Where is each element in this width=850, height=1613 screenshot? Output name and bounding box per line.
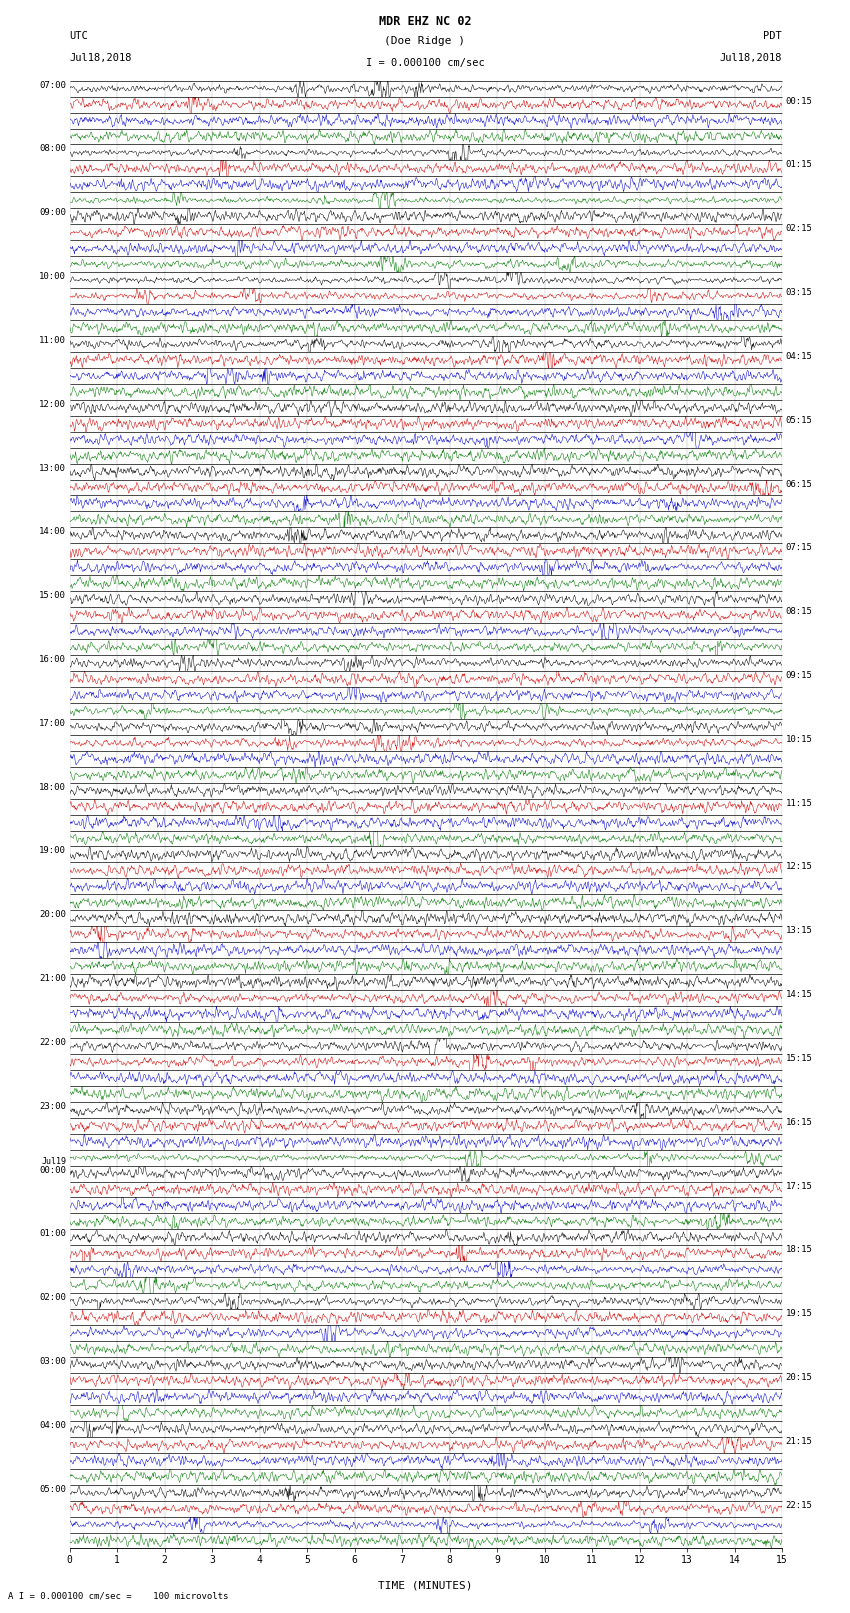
Text: 13:15: 13:15 xyxy=(785,926,813,936)
Text: 09:15: 09:15 xyxy=(785,671,813,681)
Text: 04:15: 04:15 xyxy=(785,352,813,361)
Text: 19:15: 19:15 xyxy=(785,1310,813,1318)
Text: 01:00: 01:00 xyxy=(39,1229,66,1239)
Text: 10:00: 10:00 xyxy=(39,273,66,281)
Text: 15:00: 15:00 xyxy=(39,592,66,600)
Text: 08:15: 08:15 xyxy=(785,606,813,616)
Text: Jul18,2018: Jul18,2018 xyxy=(719,53,782,63)
Text: 20:00: 20:00 xyxy=(39,910,66,919)
Text: 20:15: 20:15 xyxy=(785,1373,813,1382)
Text: I = 0.000100 cm/sec: I = 0.000100 cm/sec xyxy=(366,58,484,68)
Text: 22:15: 22:15 xyxy=(785,1500,813,1510)
Text: 11:00: 11:00 xyxy=(39,336,66,345)
Text: 05:00: 05:00 xyxy=(39,1484,66,1494)
Text: 12:00: 12:00 xyxy=(39,400,66,408)
Text: 02:00: 02:00 xyxy=(39,1294,66,1302)
Text: 22:00: 22:00 xyxy=(39,1037,66,1047)
Text: 07:15: 07:15 xyxy=(785,544,813,552)
Text: 11:15: 11:15 xyxy=(785,798,813,808)
Text: 00:00: 00:00 xyxy=(39,1166,66,1174)
Text: 05:15: 05:15 xyxy=(785,416,813,424)
Text: 21:00: 21:00 xyxy=(39,974,66,982)
Text: 17:00: 17:00 xyxy=(39,719,66,727)
Text: 18:15: 18:15 xyxy=(785,1245,813,1255)
Text: 03:15: 03:15 xyxy=(785,289,813,297)
Text: 14:15: 14:15 xyxy=(785,990,813,998)
Text: TIME (MINUTES): TIME (MINUTES) xyxy=(377,1581,473,1590)
Text: Jul18,2018: Jul18,2018 xyxy=(70,53,133,63)
Text: 17:15: 17:15 xyxy=(785,1181,813,1190)
Text: 16:00: 16:00 xyxy=(39,655,66,665)
Text: 19:00: 19:00 xyxy=(39,847,66,855)
Text: 23:00: 23:00 xyxy=(39,1102,66,1111)
Text: 00:15: 00:15 xyxy=(785,97,813,105)
Text: PDT: PDT xyxy=(763,31,782,42)
Text: 08:00: 08:00 xyxy=(39,145,66,153)
Text: 14:00: 14:00 xyxy=(39,527,66,537)
Text: 06:15: 06:15 xyxy=(785,479,813,489)
Text: Jul19: Jul19 xyxy=(41,1157,66,1166)
Text: UTC: UTC xyxy=(70,31,88,42)
Text: 18:00: 18:00 xyxy=(39,782,66,792)
Text: MDR EHZ NC 02: MDR EHZ NC 02 xyxy=(379,15,471,27)
Text: 02:15: 02:15 xyxy=(785,224,813,234)
Text: (Doe Ridge ): (Doe Ridge ) xyxy=(384,37,466,47)
Text: 13:00: 13:00 xyxy=(39,463,66,473)
Text: 04:00: 04:00 xyxy=(39,1421,66,1429)
Text: 01:15: 01:15 xyxy=(785,160,813,169)
Text: 09:00: 09:00 xyxy=(39,208,66,218)
Text: 21:15: 21:15 xyxy=(785,1437,813,1445)
Text: 03:00: 03:00 xyxy=(39,1357,66,1366)
Text: 10:15: 10:15 xyxy=(785,736,813,744)
Text: 12:15: 12:15 xyxy=(785,863,813,871)
Text: 16:15: 16:15 xyxy=(785,1118,813,1127)
Text: 15:15: 15:15 xyxy=(785,1053,813,1063)
Text: A I = 0.000100 cm/sec =    100 microvolts: A I = 0.000100 cm/sec = 100 microvolts xyxy=(8,1590,229,1600)
Text: 07:00: 07:00 xyxy=(39,81,66,90)
